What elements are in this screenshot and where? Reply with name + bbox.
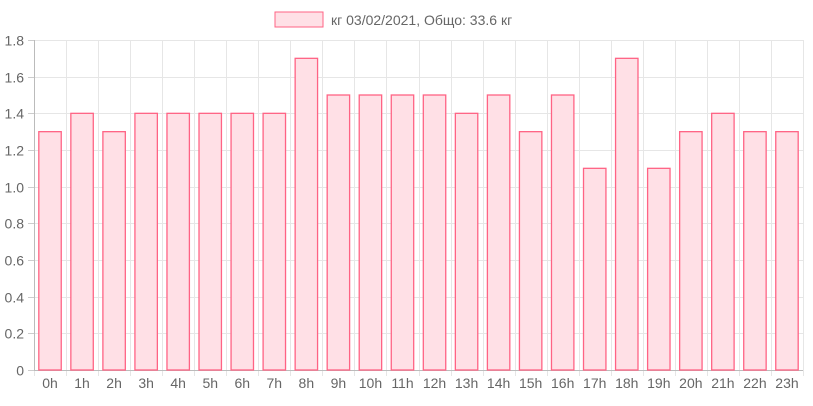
bar-23h[interactable] [775, 131, 799, 371]
y-axis-ticks: 0 0.2 0.4 0.6 0.8 1.0 1.2 1.4 1.6 1.8 [5, 33, 34, 379]
grid [34, 40, 804, 376]
y-tick-label: 0.4 [5, 290, 25, 306]
x-tick-label: 0h [42, 375, 58, 391]
x-tick-label: 20h [679, 375, 702, 391]
x-tick-label: 22h [743, 375, 766, 391]
bar-15h[interactable] [518, 131, 543, 371]
x-tick-label: 9h [331, 375, 347, 391]
legend-label[interactable]: кг 03/02/2021, Общо: 33.6 кг [331, 12, 512, 28]
bar-14h[interactable] [486, 94, 511, 371]
x-tick-label: 2h [106, 375, 122, 391]
bar-18h[interactable] [614, 57, 639, 371]
x-tick-label: 19h [647, 375, 670, 391]
bar-22h[interactable] [743, 131, 767, 371]
bars [38, 57, 799, 371]
bar-21h[interactable] [711, 112, 735, 371]
bar-7h[interactable] [262, 112, 287, 371]
x-tick-label: 23h [775, 375, 798, 391]
bar-11h[interactable] [390, 94, 415, 371]
x-tick-label: 5h [202, 375, 218, 391]
bar-17h[interactable] [582, 167, 607, 371]
bar-16h[interactable] [550, 94, 575, 371]
bar-10h[interactable] [358, 94, 383, 371]
bar-8h[interactable] [294, 57, 319, 371]
x-tick-label: 8h [299, 375, 315, 391]
x-tick-label: 15h [519, 375, 542, 391]
bar-4h[interactable] [166, 112, 191, 371]
y-tick-label: 1.8 [5, 33, 25, 49]
x-tick-label: 4h [170, 375, 186, 391]
x-tick-label: 17h [583, 375, 606, 391]
x-tick-label: 14h [487, 375, 510, 391]
bar-0h[interactable] [38, 131, 62, 371]
bar-1h[interactable] [70, 112, 94, 371]
y-tick-label: 1.6 [5, 70, 25, 86]
bar-6h[interactable] [230, 112, 255, 371]
x-tick-label: 10h [359, 375, 382, 391]
bar-20h[interactable] [678, 131, 703, 371]
y-tick-label: 0.6 [5, 253, 25, 269]
x-tick-label: 3h [138, 375, 154, 391]
bar-13h[interactable] [454, 112, 479, 371]
x-tick-label: 18h [615, 375, 638, 391]
bar-2h[interactable] [102, 131, 126, 371]
bar-19h[interactable] [646, 167, 671, 371]
y-tick-label: 1.2 [5, 143, 25, 159]
bar-9h[interactable] [326, 94, 351, 371]
x-axis-ticks: 0h 1h 2h 3h 4h 5h 6h 7h 8h 9h 10h 11h 12h 13h 14h 15h 16… [42, 375, 798, 391]
x-tick-label: 11h [391, 375, 413, 391]
x-tick-label: 21h [711, 375, 734, 391]
x-tick-label: 1h [74, 375, 90, 391]
x-tick-label: 6h [234, 375, 250, 391]
bar-3h[interactable] [134, 112, 159, 371]
bar-12h[interactable] [422, 94, 447, 371]
y-tick-label: 0.8 [5, 216, 25, 232]
legend-swatch[interactable] [274, 11, 324, 28]
y-tick-label: 0.2 [5, 326, 25, 342]
bar-5h[interactable] [198, 112, 223, 371]
y-tick-label: 1.4 [5, 106, 25, 122]
x-tick-label: 7h [267, 375, 283, 391]
x-tick-label: 13h [455, 375, 478, 391]
axes [34, 40, 803, 371]
y-tick-label: 0 [16, 363, 24, 379]
x-tick-label: 12h [423, 375, 446, 391]
y-tick-label: 1.0 [5, 180, 25, 196]
legend[interactable]: кг 03/02/2021, Общо: 33.6 кг [274, 11, 512, 28]
x-tick-label: 16h [551, 375, 574, 391]
